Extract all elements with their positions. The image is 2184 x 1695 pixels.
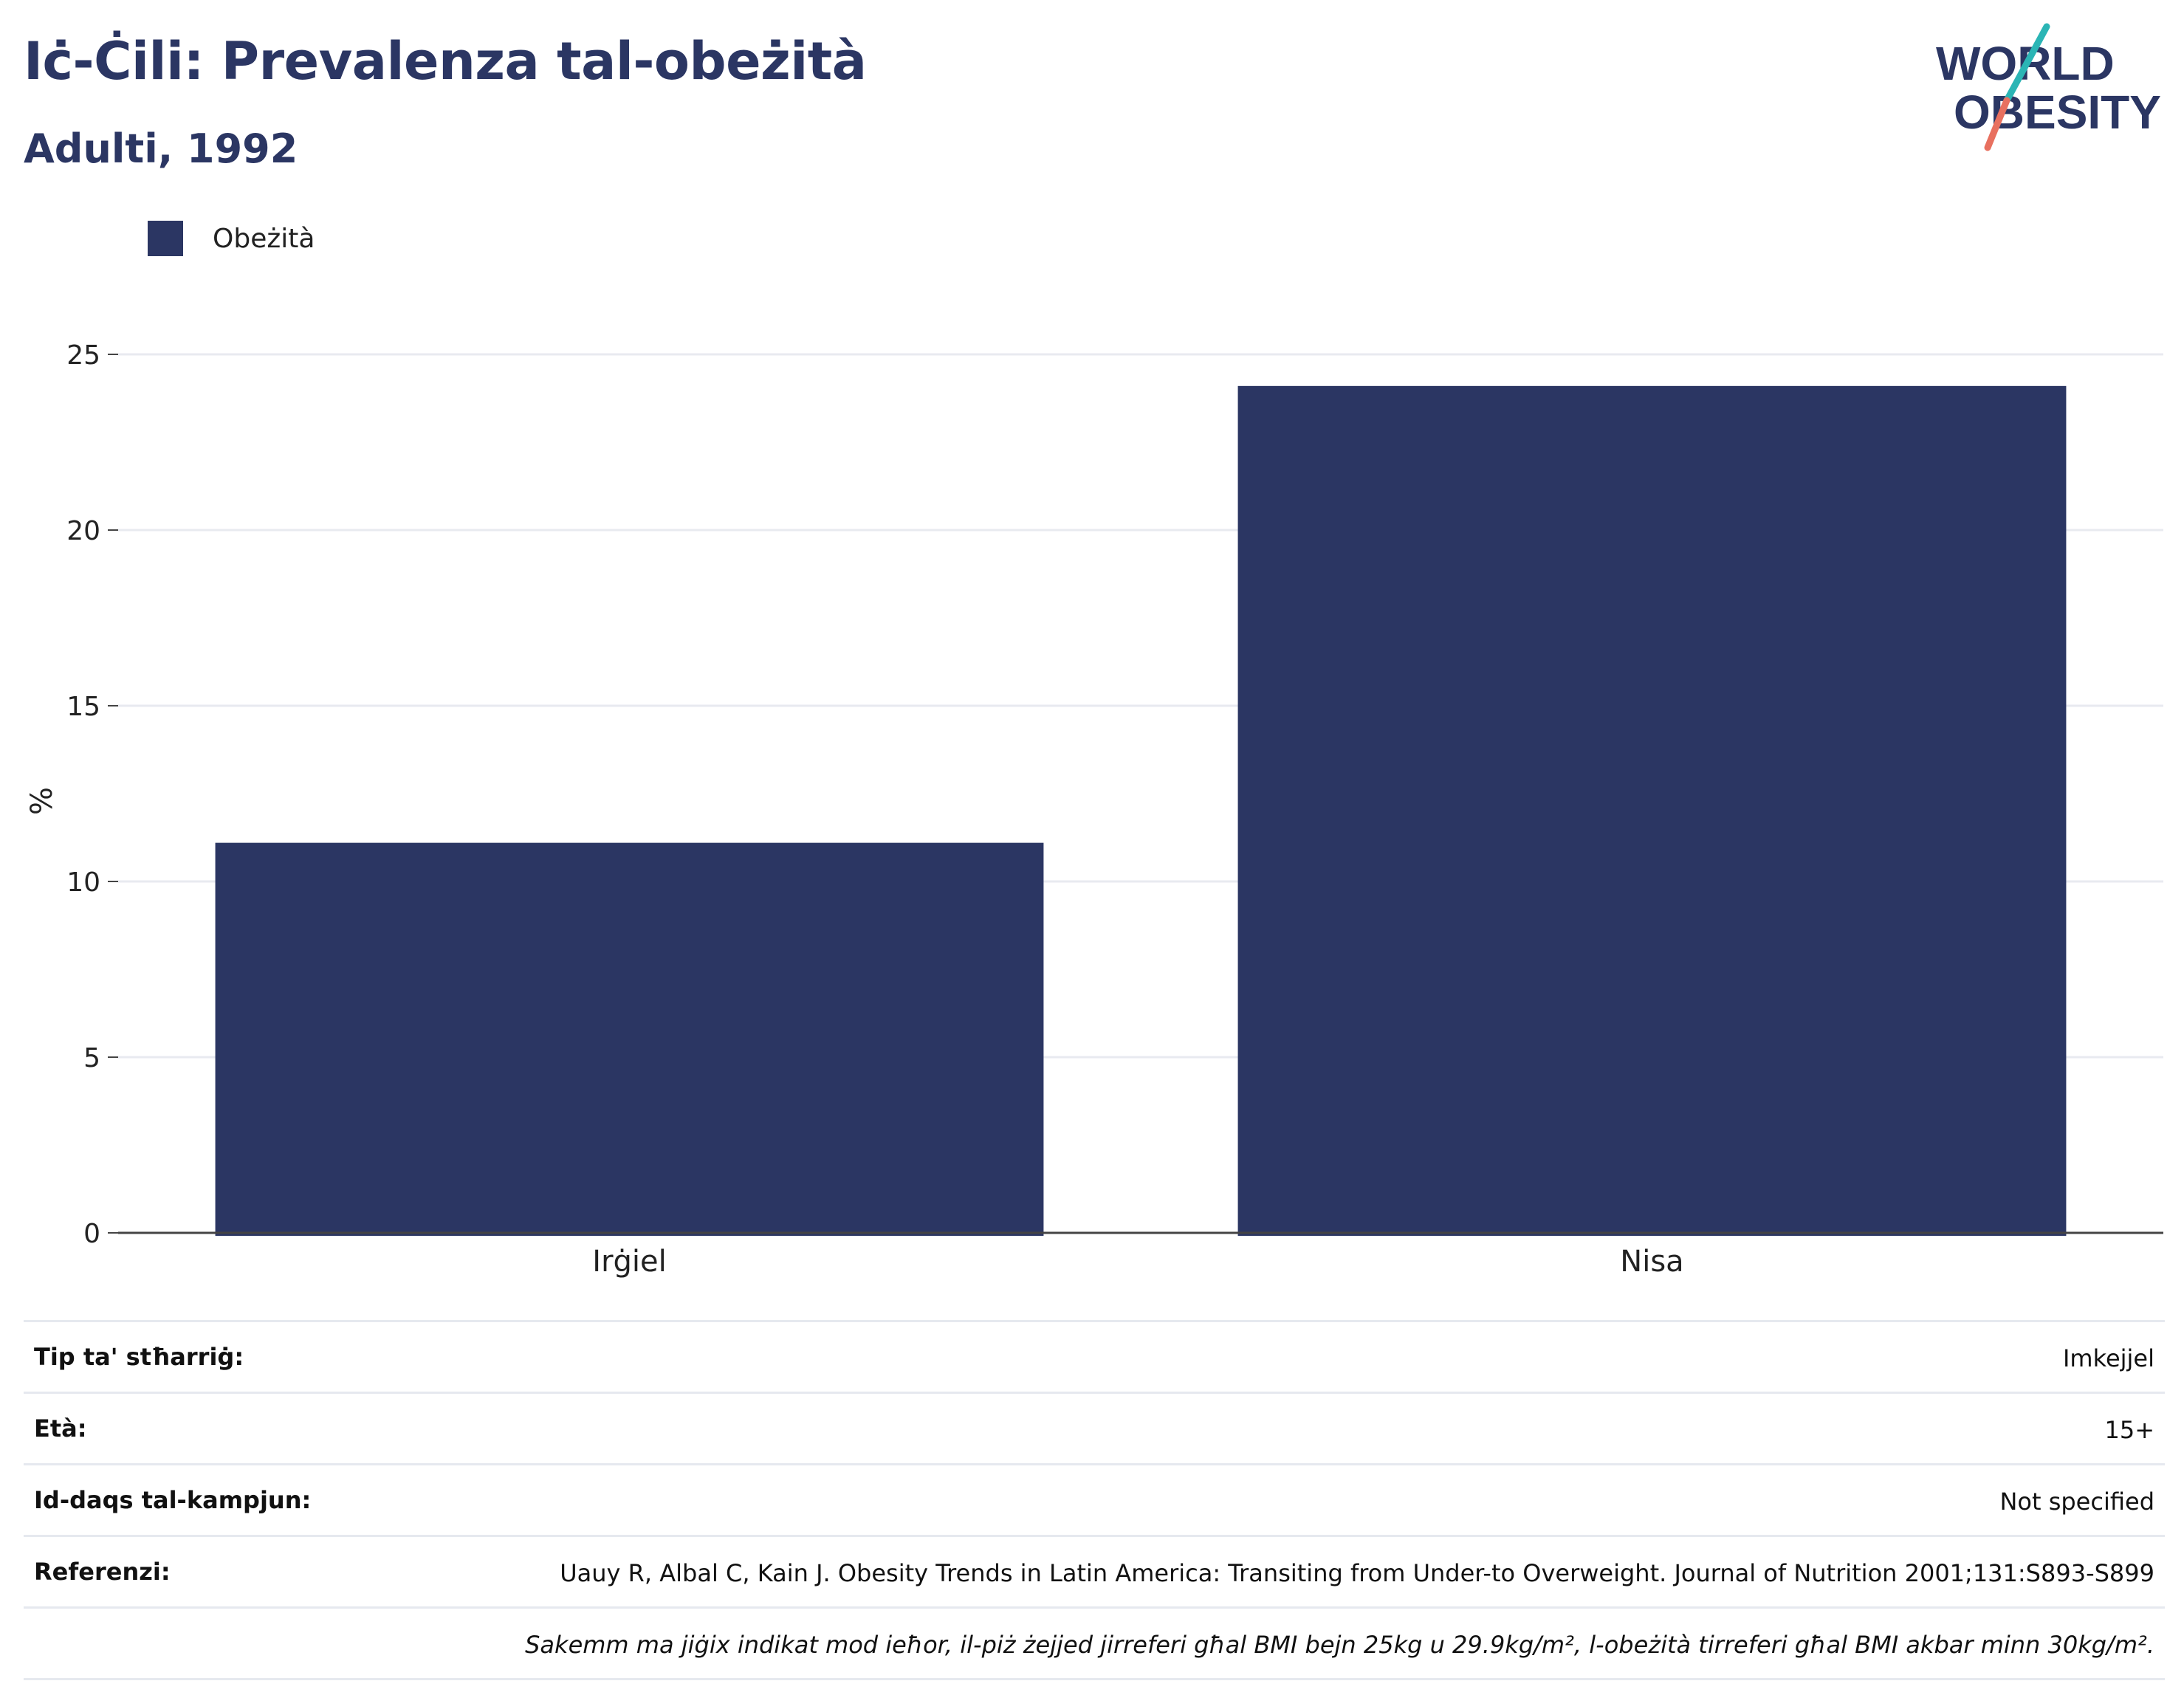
world-obesity-logo: WORLD OBESITY (1936, 23, 2161, 151)
y-tick-label: 20 (66, 516, 100, 546)
info-row-sample-size: Id-daqs tal-kampjun: Not specified (24, 1463, 2165, 1535)
chart-subtitle: Adulti, 1992 (24, 126, 298, 172)
info-row-note: Sakemm ma jiġix indikat mod ieħor, il-pi… (24, 1606, 2165, 1680)
info-row-age: Età: 15+ (24, 1392, 2165, 1463)
info-label-survey-type: Tip ta' stħarriġ: (34, 1343, 244, 1371)
bar-men (215, 842, 1044, 1236)
info-value-references: Uauy R, Albal C, Kain J. Obesity Trends … (560, 1559, 2154, 1587)
legend: Obeżità (148, 220, 315, 257)
y-axis-label: % (25, 787, 59, 815)
logo-text-obesity: OBESITY (1954, 86, 2161, 139)
info-row-survey-type: Tip ta' stħarriġ: Imkejjel (24, 1320, 2165, 1392)
info-note: Sakemm ma jiġix indikat mod ieħor, il-pi… (525, 1631, 2154, 1659)
info-row-references: Referenzi: Uauy R, Albal C, Kain J. Obes… (24, 1535, 2165, 1606)
legend-swatch-obesity (148, 221, 183, 256)
logo-slash-coral (1984, 97, 2010, 151)
y-tick-label: 25 (66, 340, 100, 371)
x-tick-label: Nisa (1620, 1245, 1683, 1279)
bars (215, 385, 2067, 1236)
x-tick-label: Irġiel (592, 1245, 666, 1279)
bar-women (1237, 385, 2067, 1236)
y-tick-label: 0 (83, 1219, 100, 1249)
info-label-age: Età: (34, 1414, 87, 1443)
bar-chart: 0 5 10 15 20 25 Irġiel Nisa% (25, 340, 2163, 1279)
info-label-references: Referenzi: (34, 1558, 171, 1586)
axes: 0 5 10 15 20 25 Irġiel Nisa% (25, 340, 2163, 1279)
y-tick-label: 5 (83, 1043, 100, 1073)
y-tick-label: 10 (66, 867, 100, 898)
y-tick-label: 15 (66, 692, 100, 722)
info-value-age: 15+ (2104, 1416, 2154, 1444)
info-table: Tip ta' stħarriġ: Imkejjel Età: 15+ Id-d… (24, 1320, 2165, 1680)
info-label-sample-size: Id-daqs tal-kampjun: (34, 1486, 312, 1514)
legend-label-obesity: Obeżità (213, 223, 315, 254)
info-value-survey-type: Imkejjel (2062, 1344, 2154, 1372)
chart-title: Iċ-Ċili: Prevalenza tal-obeżità (24, 31, 867, 92)
logo-slash-teal (2003, 23, 2050, 104)
info-value-sample-size: Not specified (1999, 1488, 2154, 1516)
